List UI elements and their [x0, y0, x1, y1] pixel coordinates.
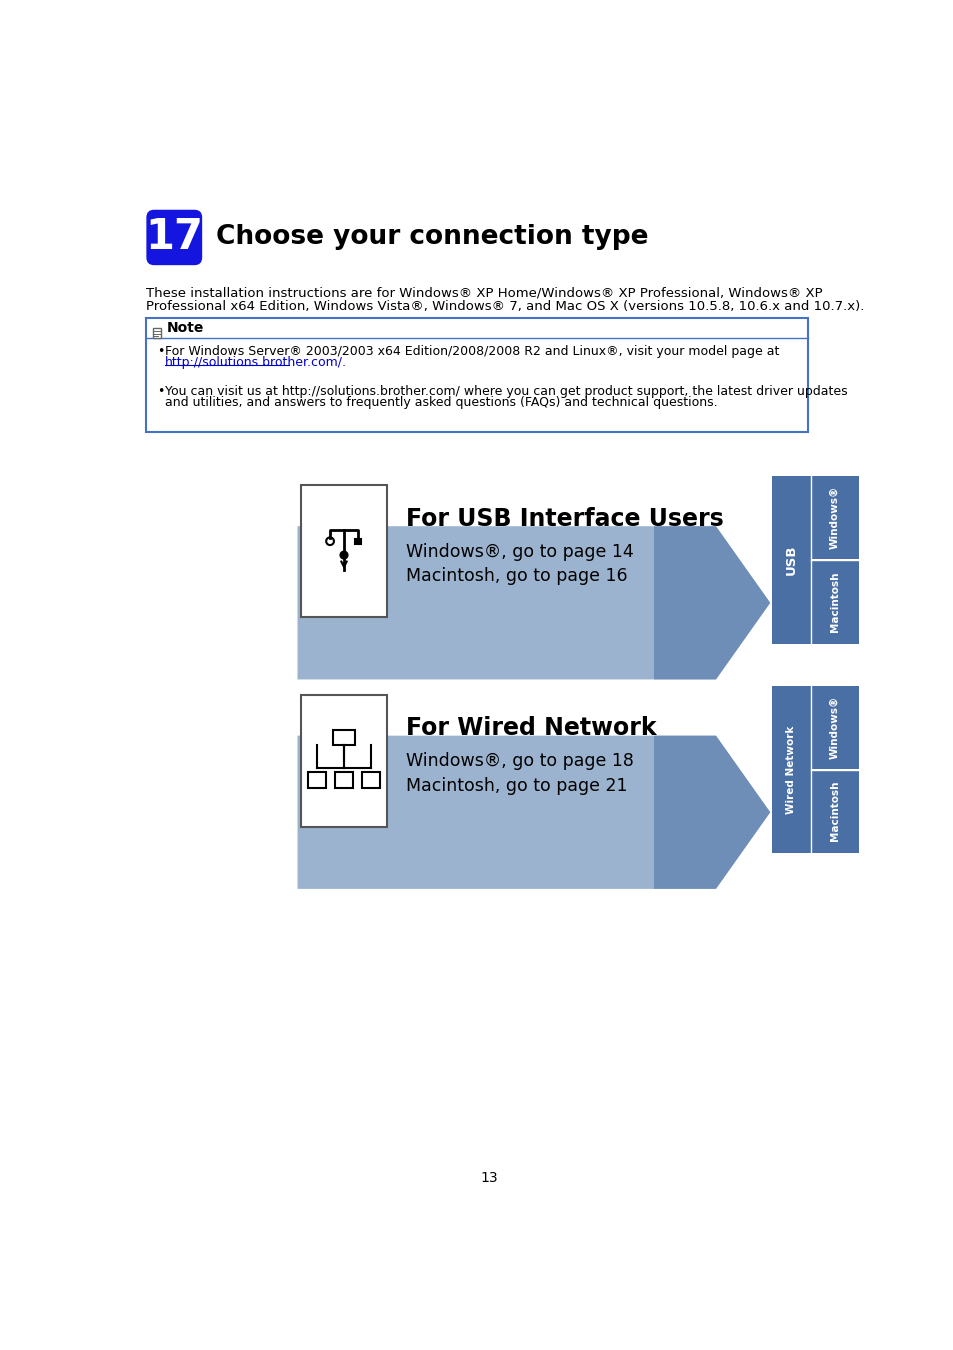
Text: These installation instructions are for Windows® XP Home/Windows® XP Professiona: These installation instructions are for … [146, 286, 822, 300]
Polygon shape [654, 736, 769, 888]
FancyBboxPatch shape [335, 772, 353, 787]
FancyBboxPatch shape [810, 771, 858, 853]
FancyBboxPatch shape [146, 317, 807, 432]
Polygon shape [297, 736, 769, 888]
Text: Macintosh, go to page 16: Macintosh, go to page 16 [406, 567, 627, 586]
Text: You can visit us at http://solutions.brother.com/ where you can get product supp: You can visit us at http://solutions.bro… [165, 385, 846, 398]
Text: USB: USB [784, 545, 797, 575]
Text: and utilities, and answers to frequently asked questions (FAQs) and technical qu: and utilities, and answers to frequently… [165, 396, 717, 409]
Text: http://solutions.brother.com/.: http://solutions.brother.com/. [165, 356, 347, 369]
Text: Choose your connection type: Choose your connection type [216, 224, 648, 251]
Text: For USB Interface Users: For USB Interface Users [406, 506, 723, 531]
FancyBboxPatch shape [152, 328, 161, 339]
Text: Macintosh, go to page 21: Macintosh, go to page 21 [406, 776, 627, 795]
FancyBboxPatch shape [301, 486, 386, 617]
Circle shape [340, 551, 348, 559]
Text: 17: 17 [145, 216, 203, 258]
Text: Windows®, go to page 18: Windows®, go to page 18 [406, 752, 633, 769]
FancyBboxPatch shape [355, 539, 360, 544]
FancyBboxPatch shape [301, 695, 386, 826]
FancyBboxPatch shape [810, 560, 858, 644]
Text: Macintosh: Macintosh [829, 780, 839, 841]
Text: Windows®, go to page 14: Windows®, go to page 14 [406, 543, 633, 560]
Text: Note: Note [167, 321, 204, 335]
FancyBboxPatch shape [771, 686, 810, 853]
Text: Windows®: Windows® [829, 486, 839, 549]
Polygon shape [654, 526, 769, 679]
FancyBboxPatch shape [307, 772, 326, 787]
FancyBboxPatch shape [333, 730, 355, 745]
Text: •: • [157, 385, 165, 398]
FancyBboxPatch shape [361, 772, 380, 787]
Text: For Windows Server® 2003/2003 x64 Edition/2008/2008 R2 and Linux®, visit your mo: For Windows Server® 2003/2003 x64 Editio… [165, 346, 779, 358]
Polygon shape [297, 526, 769, 679]
Text: Windows®: Windows® [829, 695, 839, 759]
Text: 13: 13 [479, 1172, 497, 1185]
Text: For Wired Network: For Wired Network [406, 716, 656, 740]
FancyBboxPatch shape [810, 686, 858, 768]
Text: Macintosh: Macintosh [829, 571, 839, 632]
Text: Wired Network: Wired Network [785, 725, 796, 814]
FancyBboxPatch shape [146, 209, 202, 265]
Text: •: • [157, 346, 165, 358]
FancyBboxPatch shape [771, 477, 810, 644]
FancyBboxPatch shape [810, 477, 858, 559]
Text: Professional x64 Edition, Windows Vista®, Windows® 7, and Mac OS X (versions 10.: Professional x64 Edition, Windows Vista®… [146, 300, 863, 313]
